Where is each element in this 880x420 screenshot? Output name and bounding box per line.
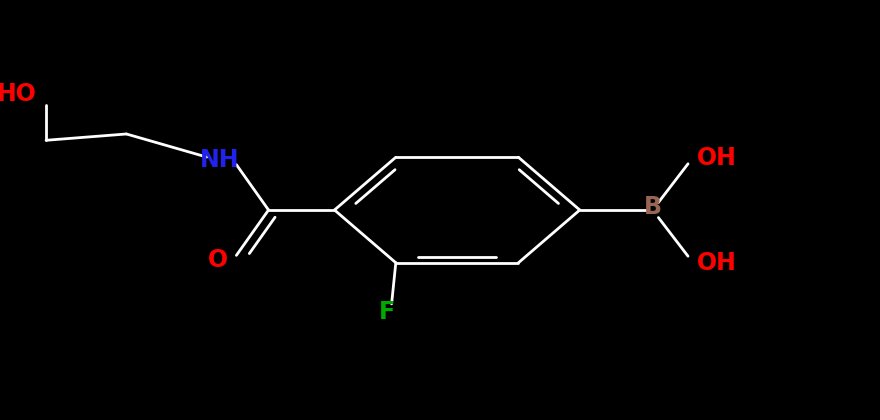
Text: B: B xyxy=(644,194,663,219)
Text: O: O xyxy=(208,248,228,273)
Text: HO: HO xyxy=(0,82,36,106)
Text: OH: OH xyxy=(696,250,737,275)
Text: F: F xyxy=(379,300,395,324)
Text: OH: OH xyxy=(696,145,737,170)
Text: NH: NH xyxy=(200,147,239,172)
